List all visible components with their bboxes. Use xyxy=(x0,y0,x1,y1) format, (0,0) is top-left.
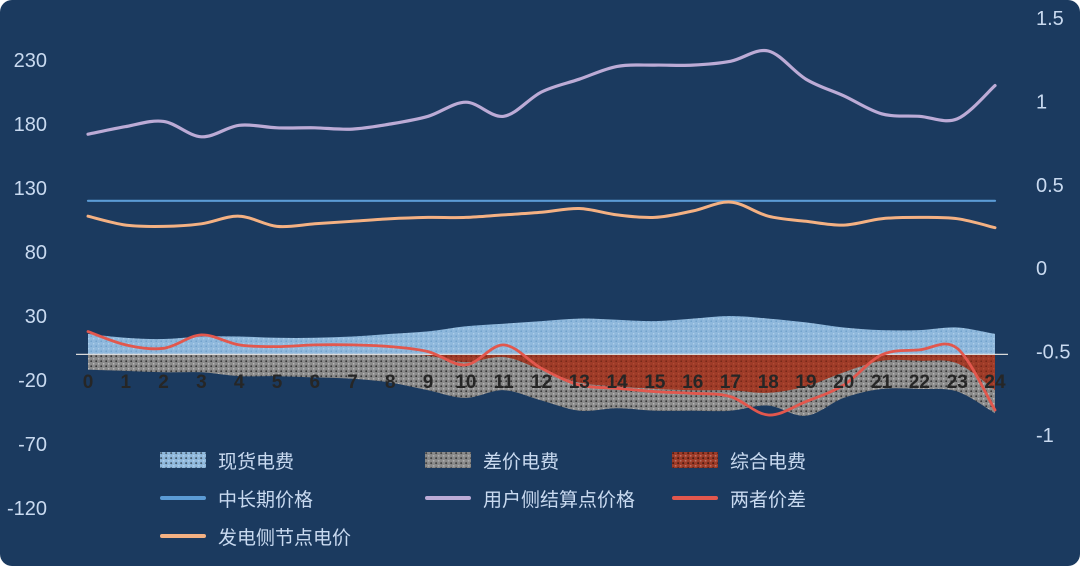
svg-text:11: 11 xyxy=(494,372,515,393)
svg-text:-20: -20 xyxy=(18,370,47,392)
svg-text:-70: -70 xyxy=(18,434,47,456)
svg-text:0: 0 xyxy=(1036,258,1047,280)
svg-text:23: 23 xyxy=(947,372,968,393)
svg-text:9: 9 xyxy=(423,372,434,393)
svg-text:0.5: 0.5 xyxy=(1036,175,1064,197)
svg-text:22: 22 xyxy=(909,372,930,393)
svg-text:5: 5 xyxy=(272,372,283,393)
svg-text:8: 8 xyxy=(385,372,396,393)
svg-text:3: 3 xyxy=(196,372,207,393)
svg-text:24: 24 xyxy=(984,372,1006,393)
svg-text:80: 80 xyxy=(25,242,47,264)
svg-text:1: 1 xyxy=(121,372,132,393)
svg-text:-120: -120 xyxy=(7,498,47,520)
svg-text:1: 1 xyxy=(1036,91,1047,113)
svg-text:0: 0 xyxy=(83,372,94,393)
svg-text:12: 12 xyxy=(531,372,552,393)
svg-text:130: 130 xyxy=(14,178,47,200)
svg-text:14: 14 xyxy=(607,372,629,393)
svg-text:1.5: 1.5 xyxy=(1036,8,1064,30)
svg-text:18: 18 xyxy=(758,372,779,393)
svg-text:2: 2 xyxy=(158,372,169,393)
svg-text:20: 20 xyxy=(833,372,854,393)
svg-text:4: 4 xyxy=(234,372,245,393)
svg-text:30: 30 xyxy=(25,306,47,328)
svg-text:16: 16 xyxy=(682,372,703,393)
svg-text:21: 21 xyxy=(871,372,893,393)
svg-text:13: 13 xyxy=(569,372,590,393)
svg-text:10: 10 xyxy=(455,372,476,393)
svg-text:230: 230 xyxy=(14,50,47,72)
svg-text:19: 19 xyxy=(795,372,816,393)
svg-text:15: 15 xyxy=(644,372,666,393)
svg-text:-0.5: -0.5 xyxy=(1036,342,1070,364)
svg-text:7: 7 xyxy=(347,372,358,393)
svg-text:-1: -1 xyxy=(1036,425,1054,447)
svg-text:180: 180 xyxy=(14,114,47,136)
svg-text:6: 6 xyxy=(310,372,321,393)
svg-text:17: 17 xyxy=(720,372,741,393)
